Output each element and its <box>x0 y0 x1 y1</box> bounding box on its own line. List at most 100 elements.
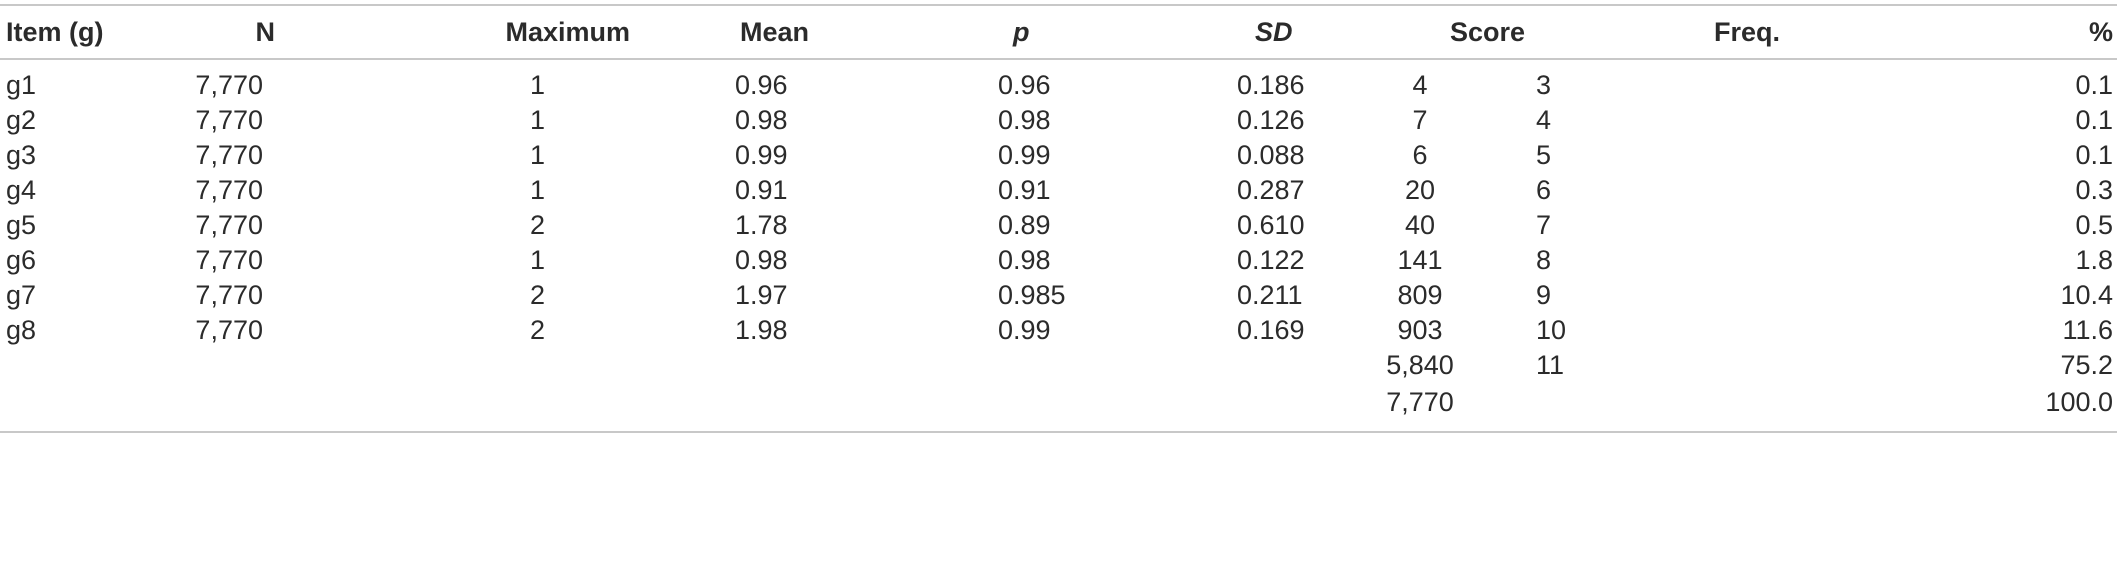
cell-n <box>150 383 325 432</box>
cell-sd: 0.287 <box>1237 175 1305 205</box>
cell-p: 0.98 <box>998 245 1051 275</box>
cell-item: g4 <box>6 175 37 205</box>
cell-mean: 0.99 <box>735 140 788 170</box>
cell-freq: 7,770 <box>1386 386 1454 417</box>
cell-maximum: 2 <box>529 210 545 240</box>
cell-sd: 0.186 <box>1237 70 1305 100</box>
cell-percent: 11.6 <box>2062 315 2113 345</box>
cell-freq: 5,840 <box>1386 350 1454 380</box>
cell-item: g7 <box>6 280 37 310</box>
cell-mean: 1.98 <box>735 315 788 345</box>
cell-score: 11 <box>1536 350 1565 380</box>
cell-mean <box>725 383 935 432</box>
cell-score: 6 <box>1536 175 1552 205</box>
cell-sd <box>1205 348 1390 383</box>
header-n: N <box>255 16 276 47</box>
cell-n: 7,770 <box>195 280 263 310</box>
cell-percent: 0.1 <box>2075 140 2113 170</box>
cell-score: 3 <box>1536 70 1552 100</box>
cell-mean: 1.78 <box>735 210 788 240</box>
table-row: g6 7,770 1 0.98 0.98 0.122 8 141 1.8 <box>0 243 2117 278</box>
cell-n: 7,770 <box>195 105 263 135</box>
cell-mean: 0.91 <box>735 175 788 205</box>
cell-percent: 0.5 <box>2075 210 2113 240</box>
cell-score: 7 <box>1536 210 1552 240</box>
cell-maximum: 1 <box>529 245 545 275</box>
cell-score: 8 <box>1536 245 1552 275</box>
cell-sd: 0.211 <box>1237 280 1303 310</box>
cell-n: 7,770 <box>195 245 263 275</box>
cell-item <box>0 348 150 383</box>
header-mean: Mean <box>740 16 810 47</box>
cell-n: 7,770 <box>195 175 263 205</box>
cell-freq: 20 <box>1404 175 1436 205</box>
cell-item: g8 <box>6 315 37 345</box>
table-row: g1 7,770 1 0.96 0.96 0.186 3 4 0.1 <box>0 59 2117 103</box>
cell-mean: 0.98 <box>735 105 788 135</box>
cell-n: 7,770 <box>195 315 263 345</box>
cell-mean: 0.98 <box>735 245 788 275</box>
cell-p: 0.89 <box>998 210 1051 240</box>
table-row: g3 7,770 1 0.99 0.99 0.088 5 6 0.1 <box>0 138 2117 173</box>
cell-sd: 0.169 <box>1237 315 1305 345</box>
table-row: g2 7,770 1 0.98 0.98 0.126 4 7 0.1 <box>0 103 2117 138</box>
cell-p <box>935 348 1205 383</box>
cell-item: g3 <box>6 140 37 170</box>
header-score: Score <box>1450 16 1526 47</box>
cell-percent: 0.1 <box>2075 70 2113 100</box>
header-item: Item (g) <box>6 16 104 47</box>
table-row: g8 7,770 2 1.98 0.99 0.169 10 903 11.6 <box>0 313 2117 348</box>
table-row: g7 7,770 2 1.97 0.985 0.211 9 809 10.4 <box>0 278 2117 313</box>
header-maximum: Maximum <box>505 16 630 47</box>
cell-mean <box>725 348 935 383</box>
cell-maximum: 2 <box>529 315 545 345</box>
header-freq-label: Freq. <box>1713 16 1780 47</box>
cell-sd <box>1205 383 1390 432</box>
header-freq: Freq. <box>1700 5 1800 59</box>
cell-item <box>0 383 150 432</box>
cell-freq: 7 <box>1412 105 1428 135</box>
header-sd: SD <box>1255 16 1293 47</box>
table-row: g4 7,770 1 0.91 0.91 0.287 6 20 0.3 <box>0 173 2117 208</box>
table-body: g1 7,770 1 0.96 0.96 0.186 3 4 0.1 g2 7,770 1 0.98 0.… <box>0 59 2117 432</box>
cell-n <box>150 348 325 383</box>
cell-p: 0.98 <box>998 105 1051 135</box>
table-row: 7,770 100.0 <box>0 383 2117 432</box>
cell-score: 9 <box>1536 280 1552 310</box>
cell-score: 10 <box>1536 315 1567 345</box>
cell-sd: 0.088 <box>1237 140 1305 170</box>
table-header-row: Item (g) N Maximum Mean p SD Score Freq.… <box>0 5 2117 59</box>
cell-freq: 6 <box>1412 140 1428 170</box>
cell-freq: 4 <box>1412 70 1428 100</box>
header-percent: % <box>2088 16 2113 47</box>
cell-percent: 0.3 <box>2075 175 2113 205</box>
cell-freq: 40 <box>1404 210 1436 240</box>
cell-percent: 75.2 <box>2060 350 2113 380</box>
cell-n: 7,770 <box>195 70 263 100</box>
cell-score: 4 <box>1536 105 1552 135</box>
cell-score: 5 <box>1536 140 1552 170</box>
cell-maximum: 1 <box>529 140 545 170</box>
item-statistics-table: Item (g) N Maximum Mean p SD Score Freq.… <box>0 4 2117 433</box>
cell-p: 0.99 <box>998 315 1051 345</box>
cell-sd: 0.610 <box>1237 210 1305 240</box>
cell-item: g5 <box>6 210 37 240</box>
cell-percent: 100.0 <box>2045 386 2113 417</box>
cell-freq: 141 <box>1397 245 1443 275</box>
cell-p <box>935 383 1205 432</box>
cell-percent: 10.4 <box>2060 280 2113 310</box>
table-row: g5 7,770 2 1.78 0.89 0.610 7 40 0.5 <box>0 208 2117 243</box>
cell-maximum <box>325 348 725 383</box>
header-p: p <box>1013 16 1030 47</box>
cell-sd: 0.126 <box>1237 105 1305 135</box>
cell-maximum: 1 <box>529 175 545 205</box>
cell-mean: 0.96 <box>735 70 788 100</box>
cell-maximum: 1 <box>529 70 545 100</box>
cell-p: 0.99 <box>998 140 1051 170</box>
cell-p: 0.91 <box>998 175 1051 205</box>
cell-freq: 809 <box>1397 280 1443 310</box>
cell-item: g2 <box>6 105 37 135</box>
cell-maximum: 1 <box>529 105 545 135</box>
table-row: 11 5,840 75.2 <box>0 348 2117 383</box>
